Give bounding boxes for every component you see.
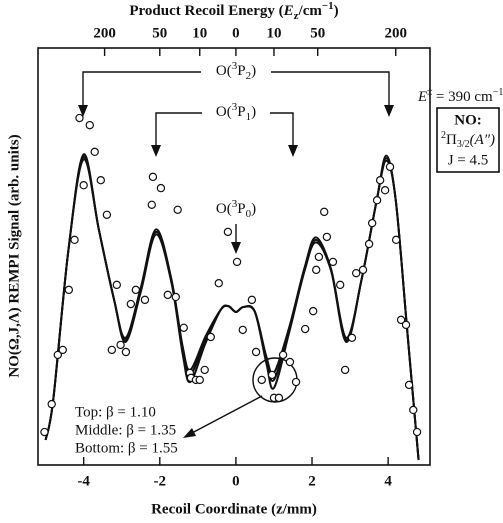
data-point — [291, 377, 301, 387]
data-point — [372, 196, 382, 205]
p0-label: O(3P0) — [216, 198, 256, 220]
data-point — [347, 333, 357, 343]
data-point — [79, 180, 88, 190]
data-point — [396, 315, 406, 325]
data-point — [401, 320, 411, 330]
data-point — [214, 278, 223, 288]
data-point — [147, 200, 156, 209]
state-j: J = 4.5 — [448, 152, 489, 168]
data-point — [232, 257, 242, 267]
data-point — [53, 350, 62, 360]
top-tick-label: 50 — [152, 25, 167, 41]
data-point — [322, 232, 332, 242]
data-point — [375, 175, 385, 185]
data-point — [195, 375, 204, 385]
top-tick-label: 0 — [232, 25, 240, 41]
x-tick-label: 4 — [384, 473, 392, 489]
data-point — [85, 120, 94, 130]
data-point — [140, 295, 150, 305]
data-point — [58, 345, 67, 355]
top-tick-label: 50 — [310, 25, 325, 41]
p1-bracket — [151, 112, 298, 157]
data-point — [385, 162, 395, 172]
data-point — [112, 280, 121, 290]
fit-curve — [44, 158, 420, 461]
data-point — [308, 306, 318, 316]
legend-label: Top: β = 1.10 — [75, 404, 156, 420]
top-tick-label: 10 — [266, 25, 281, 41]
p1-label: O(3P1) — [216, 101, 256, 123]
data-point — [121, 347, 131, 357]
state-box — [436, 107, 500, 173]
data-point — [335, 280, 345, 290]
legend-label: Bottom: β = 1.55 — [75, 440, 178, 456]
top-axis-title: Product Recoil Energy (Ez/cm−1) — [129, 0, 338, 22]
data-point — [102, 210, 112, 219]
data-point — [358, 265, 368, 275]
data-point — [238, 325, 247, 335]
data-point — [267, 370, 277, 380]
data-point — [412, 427, 422, 437]
data-point — [380, 185, 390, 195]
x-tick-label: 0 — [232, 473, 240, 489]
data-point — [319, 207, 329, 217]
data-point — [116, 340, 125, 350]
data-point — [47, 399, 56, 409]
data-point — [75, 113, 84, 123]
data-point — [391, 235, 401, 245]
data-point — [409, 405, 418, 415]
data-point — [200, 365, 209, 375]
energy-label: E‡ = 390 cm−1 — [417, 87, 503, 105]
data-point — [206, 332, 215, 342]
p0-arrow — [231, 224, 241, 254]
top-tick-label: 200 — [93, 25, 116, 41]
data-point — [285, 357, 295, 367]
data-point — [126, 299, 136, 309]
data-point — [131, 285, 141, 295]
data-point — [163, 290, 172, 300]
data-point — [156, 183, 166, 193]
plot-frame — [37, 47, 431, 466]
p2-label: O(3P2) — [216, 60, 256, 82]
data-point — [367, 218, 377, 228]
data-point — [70, 235, 79, 245]
x-tick-label: -4 — [77, 473, 90, 489]
data-point — [96, 175, 105, 185]
top-tick-label: 200 — [384, 25, 407, 41]
data-point — [312, 265, 321, 275]
data-point — [90, 147, 99, 157]
data-point — [314, 252, 324, 262]
state-term: 2Π3/2(A″) — [441, 130, 495, 150]
data-point — [64, 285, 74, 295]
data-point — [274, 393, 284, 403]
data-point — [107, 345, 117, 355]
data-point — [40, 427, 49, 437]
data-point — [148, 172, 158, 182]
state-title: NO: — [454, 112, 482, 128]
data-point — [257, 375, 266, 385]
data-point — [404, 380, 414, 390]
x-tick-label: -2 — [154, 473, 167, 489]
x-axis-title: Recoil Coordinate (z/mm) — [151, 501, 317, 517]
y-axis-title: NO(Ω,J,Λ) REMPI Signal (arb. units) — [6, 134, 22, 377]
data-point — [223, 227, 233, 237]
x-tick-label: 2 — [308, 473, 316, 489]
data-point — [278, 350, 288, 360]
data-point — [179, 323, 188, 333]
legend-label: Middle: β = 1.35 — [75, 422, 176, 438]
data-point — [171, 292, 180, 302]
data-point — [328, 257, 338, 267]
p2-bracket — [78, 71, 394, 117]
data-point — [351, 268, 361, 278]
data-point — [340, 365, 350, 375]
top-tick-label: 10 — [192, 25, 207, 41]
data-point — [173, 205, 182, 214]
data-point — [364, 239, 374, 249]
data-point — [251, 347, 261, 357]
data-point — [247, 295, 257, 305]
data-point — [300, 324, 310, 334]
